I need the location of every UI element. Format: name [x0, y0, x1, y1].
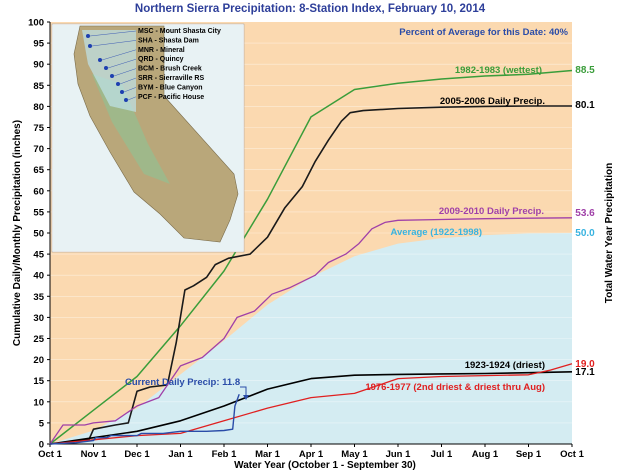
x-axis-title: Water Year (October 1 - September 30)	[234, 460, 416, 471]
station-leader	[89, 30, 137, 37]
y-tick-label: 5	[39, 418, 45, 429]
series-label-average: Average (1922-1998)	[390, 227, 482, 238]
y-tick-label: 95	[33, 39, 44, 50]
station-marker-mnr	[98, 58, 102, 62]
series-label-y2005: 2005-2006 Daily Precip.	[440, 96, 545, 107]
station-marker-bcm	[110, 74, 114, 78]
y-tick-label: 90	[33, 60, 44, 71]
y-tick-label: 60	[33, 186, 44, 197]
x-tick-label: Nov 1	[81, 449, 108, 460]
x-tick-label: Apr 1	[299, 449, 324, 460]
y-tick-label: 45	[33, 250, 44, 261]
x-tick-label: May 1	[341, 449, 368, 460]
x-tick-label: Feb 1	[212, 449, 238, 460]
end-value-y2009: 53.6	[575, 208, 595, 219]
y-tick-label: 65	[33, 165, 44, 176]
y-tick-label: 25	[33, 334, 44, 345]
current-precip-arrowhead	[243, 395, 249, 400]
y-tick-label: 50	[33, 229, 44, 240]
end-value-wettest: 88.5	[575, 65, 595, 76]
station-leader	[127, 96, 137, 101]
y-tick-label: 40	[33, 271, 44, 282]
series-line-wettest	[49, 69, 573, 445]
y-tick-label: 100	[28, 18, 44, 29]
current-precip-arrow	[240, 386, 247, 397]
station-marker-bym	[120, 90, 124, 94]
station-label-bym: BYM - Blue Canyon	[138, 84, 203, 91]
end-value-y2005: 80.1	[575, 100, 595, 111]
y2-axis-title: Total Water Year Precipitation	[604, 163, 615, 303]
series-line-current	[49, 393, 240, 445]
station-label-pcf: PCF - Pacific House	[138, 94, 204, 101]
station-leader	[101, 49, 137, 61]
chart-title: Northern Sierra Precipitation: 8-Station…	[134, 3, 486, 15]
x-tick-label: Oct 1	[38, 449, 62, 460]
station-leader	[91, 40, 137, 47]
x-tick-label: Mar 1	[255, 449, 281, 460]
end-value-driest: 17.1	[575, 367, 595, 378]
station-label-msc: MSC - Mount Shasta City	[138, 28, 221, 35]
station-leader	[123, 87, 137, 93]
series-line-y2009	[49, 217, 573, 445]
x-tick-label: Jan 1	[168, 449, 193, 460]
x-tick-label: Jul 1	[431, 449, 453, 460]
series-label-y1976: 1976-1977 (2nd driest & driest thru Aug)	[365, 382, 545, 393]
station-marker-msc	[86, 34, 90, 38]
station-marker-sha	[88, 44, 92, 48]
end-value-average: 50.0	[575, 228, 595, 239]
series-line-y2005	[49, 105, 572, 445]
y-axis-title: Cumulative Daily/Monthly Precipitation (…	[12, 120, 23, 346]
current-precip-label: Current Daily Precip: 11.8	[125, 377, 240, 388]
station-marker-srr	[116, 82, 120, 86]
series-label-driest: 1923-1924 (driest)	[465, 360, 545, 371]
series-line-y1976	[49, 363, 573, 445]
y-tick-label: 80	[33, 102, 44, 113]
station-marker-pcf	[124, 98, 128, 102]
station-leader	[119, 77, 137, 85]
station-label-qrd: QRD - Quincy	[138, 56, 184, 63]
station-label-bcm: BCM - Brush Creek	[138, 66, 202, 73]
station-label-mnr: MNR - Mineral	[138, 47, 185, 54]
y-tick-label: 70	[33, 144, 44, 155]
y-tick-label: 85	[33, 81, 44, 92]
x-tick-label: Oct 1	[560, 449, 584, 460]
percent-of-average-annotation: Percent of Average for this Date: 40%	[399, 27, 568, 38]
y-tick-label: 10	[33, 397, 44, 408]
station-marker-qrd	[104, 66, 108, 70]
x-tick-label: Sep 1	[516, 449, 542, 460]
x-tick-label: Dec 1	[124, 449, 150, 460]
end-value-y1976: 19.0	[575, 359, 595, 370]
y-tick-label: 30	[33, 313, 44, 324]
y-tick-label: 15	[33, 376, 44, 387]
series-label-y2009: 2009-2010 Daily Precip.	[439, 206, 544, 217]
x-tick-label: Aug 1	[472, 449, 499, 460]
y-tick-label: 0	[39, 440, 44, 451]
y-tick-label: 55	[33, 207, 44, 218]
y-tick-label: 75	[33, 123, 44, 134]
x-tick-label: Jun 1	[386, 449, 412, 460]
y-tick-label: 35	[33, 292, 44, 303]
station-leader	[107, 59, 137, 69]
series-line-driest	[49, 371, 573, 445]
station-label-sha: SHA - Shasta Dam	[138, 37, 199, 44]
series-label-wettest: 1982-1983 (wettest)	[455, 65, 542, 76]
station-leader	[113, 68, 137, 77]
station-label-srr: SRR - Sierraville RS	[138, 75, 204, 82]
y-tick-label: 20	[33, 355, 44, 366]
